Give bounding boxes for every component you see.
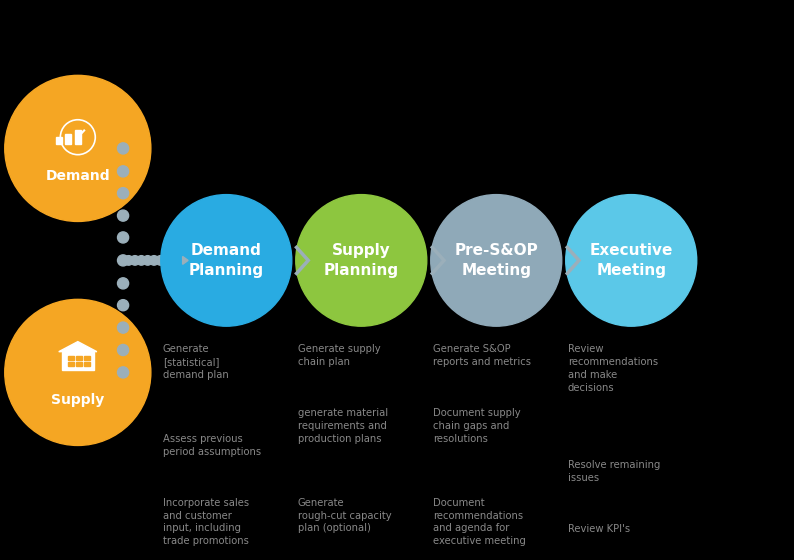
- Ellipse shape: [137, 255, 146, 265]
- Text: Incorporate sales
and customer
input, including
trade promotions: Incorporate sales and customer input, in…: [163, 498, 249, 546]
- Ellipse shape: [118, 255, 129, 266]
- Polygon shape: [183, 256, 188, 264]
- Bar: [84, 356, 90, 360]
- Ellipse shape: [160, 194, 292, 326]
- Bar: [84, 362, 90, 366]
- Ellipse shape: [118, 367, 129, 378]
- Text: Review
recommendations
and make
decisions: Review recommendations and make decision…: [568, 344, 658, 393]
- Ellipse shape: [118, 278, 129, 289]
- Text: Assess previous
period assumptions: Assess previous period assumptions: [163, 434, 261, 457]
- Text: Demand: Demand: [45, 169, 110, 183]
- Ellipse shape: [168, 255, 178, 265]
- Bar: [75, 130, 81, 144]
- Ellipse shape: [118, 188, 129, 199]
- Ellipse shape: [5, 76, 151, 221]
- Text: Generate S&OP
reports and metrics: Generate S&OP reports and metrics: [433, 344, 530, 367]
- Ellipse shape: [118, 210, 129, 221]
- Ellipse shape: [162, 255, 172, 265]
- Bar: [65, 134, 71, 144]
- Bar: [68, 356, 74, 360]
- Ellipse shape: [156, 255, 165, 265]
- Text: Review KPI's: Review KPI's: [568, 524, 630, 534]
- Text: Supply
Planning: Supply Planning: [324, 243, 399, 278]
- Text: Generate
[statistical]
demand plan: Generate [statistical] demand plan: [163, 344, 229, 380]
- Text: Executive
Meeting: Executive Meeting: [589, 243, 673, 278]
- Text: generate material
requirements and
production plans: generate material requirements and produ…: [298, 408, 388, 444]
- Ellipse shape: [130, 255, 140, 265]
- Ellipse shape: [118, 232, 129, 243]
- Text: Resolve remaining
issues: Resolve remaining issues: [568, 460, 660, 483]
- Ellipse shape: [430, 194, 562, 326]
- Bar: [68, 362, 74, 366]
- Text: Supply: Supply: [51, 393, 105, 407]
- Bar: [62, 352, 94, 370]
- Text: Document supply
chain gaps and
resolutions: Document supply chain gaps and resolutio…: [433, 408, 520, 444]
- Ellipse shape: [118, 322, 129, 333]
- Ellipse shape: [5, 300, 151, 445]
- Bar: [56, 137, 62, 144]
- Text: Pre-S&OP
Meeting: Pre-S&OP Meeting: [454, 243, 538, 278]
- Ellipse shape: [118, 166, 129, 177]
- Bar: [76, 362, 82, 366]
- Text: Demand
Planning: Demand Planning: [189, 243, 264, 278]
- Text: Generate
rough-cut capacity
plan (optional): Generate rough-cut capacity plan (option…: [298, 498, 391, 534]
- Ellipse shape: [118, 300, 129, 311]
- Text: Document
recommendations
and agenda for
executive meeting: Document recommendations and agenda for …: [433, 498, 526, 546]
- Ellipse shape: [124, 255, 133, 265]
- Polygon shape: [59, 342, 97, 352]
- Bar: [76, 356, 82, 360]
- Ellipse shape: [143, 255, 152, 265]
- Ellipse shape: [149, 255, 159, 265]
- Ellipse shape: [296, 194, 427, 326]
- Text: Generate supply
chain plan: Generate supply chain plan: [298, 344, 380, 367]
- Ellipse shape: [118, 143, 129, 154]
- Ellipse shape: [565, 194, 697, 326]
- Ellipse shape: [118, 344, 129, 356]
